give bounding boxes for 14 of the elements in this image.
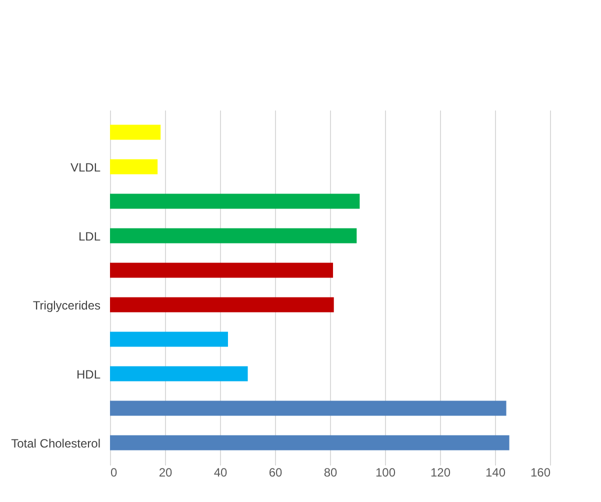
y-tick-label: VLDL — [70, 160, 101, 174]
y-tick-label: LDL — [78, 229, 101, 244]
x-tick-label: 140 — [485, 466, 506, 480]
x-tick-label: 120 — [430, 466, 451, 480]
x-tick-label: 160 — [530, 466, 551, 480]
x-tick-label: 0 — [110, 466, 118, 480]
y-tick-label: Triglycerides — [32, 298, 100, 312]
x-tick-label: 80 — [324, 466, 338, 480]
y-tick-label: Total Cholesterol — [11, 436, 100, 450]
x-tick-label: 60 — [268, 466, 282, 480]
y-tick-label: HDL — [76, 367, 101, 382]
x-tick-label: 100 — [375, 466, 396, 480]
x-tick-label: 40 — [214, 466, 228, 480]
x-tick-label: 20 — [158, 466, 172, 480]
